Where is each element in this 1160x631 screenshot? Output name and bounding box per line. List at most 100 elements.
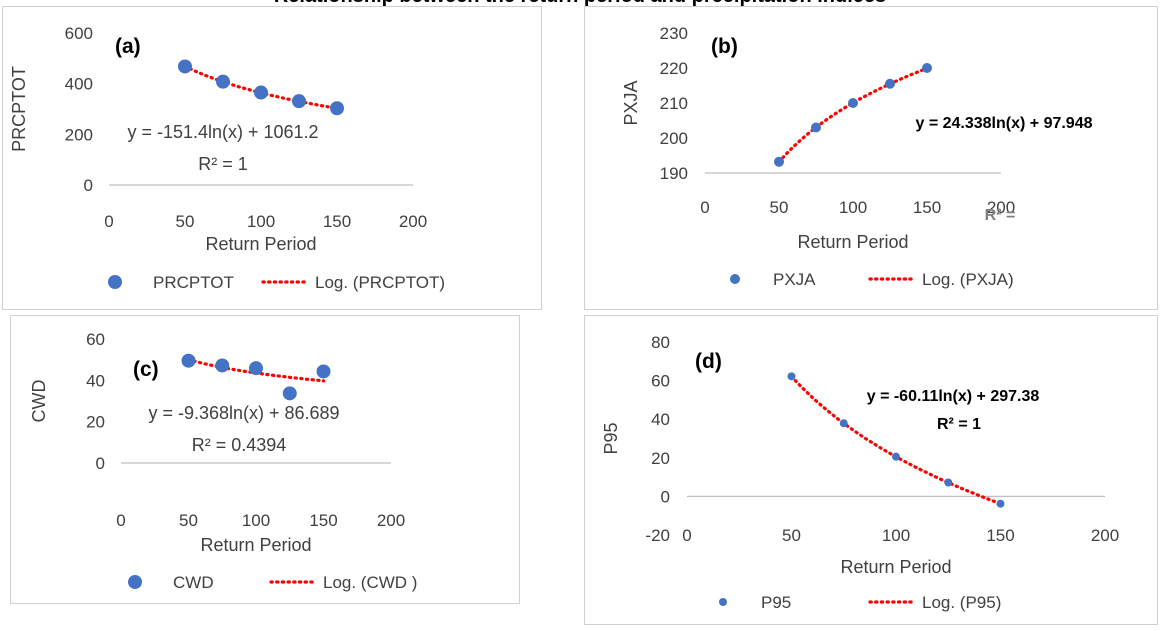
x-tick-label: 100 bbox=[242, 511, 270, 530]
x-tick-label: 200 bbox=[987, 198, 1015, 217]
trendline-equation: y = -9.368ln(x) + 86.689 bbox=[148, 403, 339, 423]
panel-label: (c) bbox=[133, 358, 159, 381]
data-point bbox=[254, 85, 268, 100]
x-axis-title: Return Period bbox=[840, 557, 951, 577]
data-point bbox=[996, 499, 1005, 508]
y-tick-label: 210 bbox=[660, 94, 688, 113]
x-tick-label: 100 bbox=[839, 198, 867, 217]
r-squared-label: R² = bbox=[985, 207, 1016, 224]
y-tick-label: 400 bbox=[65, 75, 93, 94]
y-tick-label: 40 bbox=[86, 371, 105, 390]
x-tick-label: 0 bbox=[116, 511, 125, 530]
y-tick-label: 40 bbox=[651, 410, 670, 429]
trendline-equation: y = 24.338ln(x) + 97.948 bbox=[915, 115, 1092, 132]
legend-label: PXJA bbox=[773, 270, 816, 289]
y-axis-title: PXJA bbox=[621, 80, 641, 125]
data-point bbox=[848, 98, 858, 108]
x-tick-label: 50 bbox=[782, 526, 801, 545]
x-tick-label: 200 bbox=[377, 511, 405, 530]
y-tick-label: 600 bbox=[65, 24, 93, 43]
x-tick-label: 150 bbox=[913, 198, 941, 217]
legend-marker bbox=[128, 575, 142, 589]
y-axis-title: CWD bbox=[29, 380, 49, 423]
legend-trend-label: Log. (PRCPTOT) bbox=[315, 273, 445, 292]
x-tick-label: 0 bbox=[104, 212, 113, 231]
r-squared-label: R² = 1 bbox=[198, 154, 248, 174]
y-tick-label: 60 bbox=[86, 330, 105, 349]
x-tick-label: 100 bbox=[247, 212, 275, 231]
chart-a-plot: 0 200 400 600 0 50 100 150 200 Return Period PRCPT… bbox=[9, 24, 445, 292]
chart-panel-c: 0 20 40 60 0 50 100 150 200 Return Period CWD (c) y … bbox=[10, 315, 520, 604]
x-tick-label: 0 bbox=[700, 198, 709, 217]
y-tick-label: 20 bbox=[86, 413, 105, 432]
page-title: Relationship between the return period a… bbox=[0, 0, 1160, 8]
y-tick-label: 60 bbox=[651, 372, 670, 391]
panel-label: (a) bbox=[115, 35, 141, 58]
data-point bbox=[292, 94, 306, 109]
legend-label: P95 bbox=[761, 593, 791, 612]
trendline-equation: y = -151.4ln(x) + 1061.2 bbox=[127, 122, 318, 142]
data-point bbox=[811, 122, 821, 133]
x-axis-title: Return Period bbox=[205, 234, 316, 254]
y-tick-label: -20 bbox=[645, 526, 670, 545]
legend-marker bbox=[730, 274, 740, 284]
r-squared-label: R² = 0.4394 bbox=[192, 435, 287, 455]
x-axis-title: Return Period bbox=[200, 535, 311, 555]
x-tick-label: 50 bbox=[770, 198, 789, 217]
legend-trend-label: Log. (P95) bbox=[922, 593, 1001, 612]
x-tick-label: 0 bbox=[682, 526, 691, 545]
y-axis-title: PRCPTOT bbox=[9, 66, 29, 152]
x-tick-label: 200 bbox=[1091, 526, 1119, 545]
x-tick-label: 150 bbox=[309, 511, 337, 530]
data-point bbox=[316, 364, 331, 379]
x-tick-label: 150 bbox=[323, 212, 351, 231]
data-point bbox=[330, 101, 344, 116]
legend-marker bbox=[719, 598, 727, 606]
chart-panel-b: 190 200 210 220 230 0 50 100 150 200 Return Period… bbox=[584, 6, 1158, 310]
y-tick-label: 0 bbox=[661, 487, 670, 506]
r-squared-label: R² = 1 bbox=[937, 416, 981, 433]
x-axis-title: Return Period bbox=[797, 232, 908, 252]
y-tick-label: 80 bbox=[651, 333, 670, 352]
legend-label: PRCPTOT bbox=[153, 273, 234, 292]
chart-panel-a: 0 200 400 600 0 50 100 150 200 Return Period PRCPT… bbox=[2, 6, 542, 310]
data-point bbox=[178, 59, 192, 74]
y-tick-label: 0 bbox=[96, 454, 105, 473]
data-point bbox=[944, 478, 953, 487]
chart-b-plot: 190 200 210 220 230 0 50 100 150 200 Return Period… bbox=[621, 24, 1093, 289]
x-tick-label: 150 bbox=[986, 526, 1014, 545]
legend-marker bbox=[108, 275, 122, 289]
panel-label: (d) bbox=[695, 350, 722, 373]
data-point bbox=[282, 386, 297, 401]
chart-c-plot: 0 20 40 60 0 50 100 150 200 Return Period CWD (c) y … bbox=[29, 330, 417, 592]
y-tick-label: 220 bbox=[660, 59, 688, 78]
legend-trend-label: Log. (CWD ) bbox=[323, 573, 417, 592]
y-tick-label: 20 bbox=[651, 449, 670, 468]
legend-trend-label: Log. (PXJA) bbox=[922, 270, 1014, 289]
x-tick-label: 200 bbox=[399, 212, 427, 231]
data-point bbox=[215, 358, 230, 373]
chart-d-plot: -20 0 20 40 60 80 0 50 100 150 200 Return Period P95… bbox=[601, 333, 1119, 612]
y-tick-label: 200 bbox=[660, 129, 688, 148]
y-tick-label: 200 bbox=[65, 125, 93, 144]
x-tick-label: 100 bbox=[882, 526, 910, 545]
data-point bbox=[892, 452, 900, 461]
legend-label: CWD bbox=[173, 573, 214, 592]
trendline bbox=[777, 66, 929, 164]
data-point bbox=[216, 74, 230, 89]
data-point bbox=[839, 419, 848, 428]
y-tick-label: 190 bbox=[660, 164, 688, 183]
data-point bbox=[249, 361, 263, 376]
y-axis-title: P95 bbox=[601, 422, 621, 454]
chart-panel-d: -20 0 20 40 60 80 0 50 100 150 200 Return Period P95… bbox=[584, 315, 1158, 625]
y-tick-label: 230 bbox=[660, 24, 688, 43]
trendline-equation: y = -60.11ln(x) + 297.38 bbox=[867, 388, 1040, 405]
data-point bbox=[922, 63, 932, 73]
data-point bbox=[787, 372, 796, 381]
data-point bbox=[181, 353, 196, 368]
data-point bbox=[885, 78, 895, 89]
data-point bbox=[774, 156, 784, 167]
y-tick-label: 0 bbox=[84, 176, 93, 195]
x-tick-label: 50 bbox=[179, 511, 198, 530]
panel-label: (b) bbox=[711, 35, 738, 58]
